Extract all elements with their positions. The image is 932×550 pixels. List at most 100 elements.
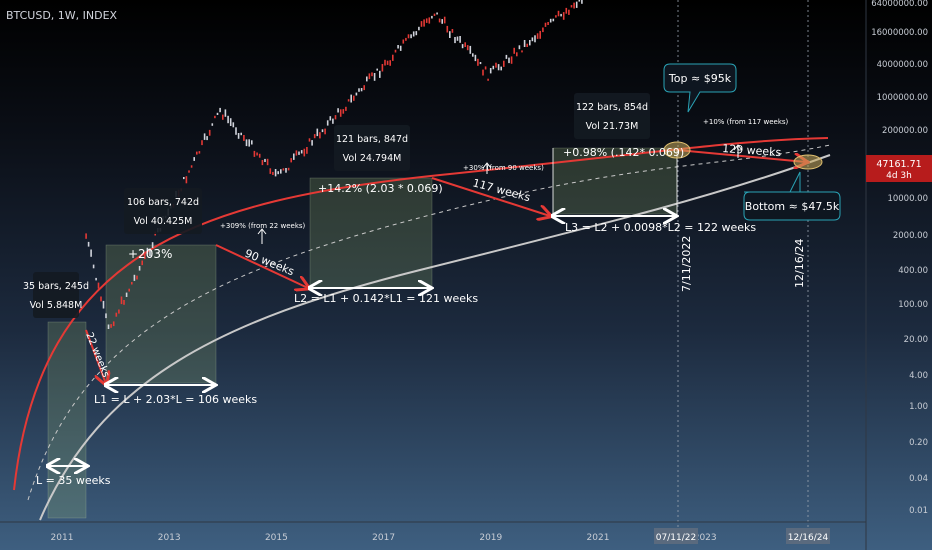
price-candles [85, 0, 583, 329]
callout-top-text: Top ≈ $95k [668, 72, 732, 85]
candle [518, 45, 521, 50]
candle [581, 0, 583, 4]
candle [451, 29, 454, 33]
candle [484, 66, 487, 70]
candle [290, 158, 292, 163]
candle [438, 18, 441, 23]
time-tick-label: 2021 [587, 533, 610, 543]
candle [339, 109, 342, 117]
candle [573, 2, 575, 9]
candle [206, 136, 208, 141]
info-box-3-vol: Vol 24.794M [343, 153, 402, 164]
candle [353, 95, 355, 101]
callout-bottom-text: Bottom ≈ $47.5k [745, 200, 840, 213]
move-arrow-117w [431, 177, 550, 216]
label-l1: L1 = L + 2.03*L = 106 weeks [94, 393, 257, 406]
candle [264, 158, 266, 162]
candle [389, 60, 391, 66]
candle [203, 133, 206, 140]
candle [300, 150, 303, 154]
candle [381, 64, 384, 72]
info-box-4-vol: Vol 21.73M [586, 121, 639, 132]
candle [144, 252, 146, 260]
candle [201, 140, 203, 146]
date-tag-2022: 07/11/22 [656, 533, 696, 543]
candle [280, 169, 282, 174]
info-boxes: 35 bars, 245d Vol 5.848M 106 bars, 742d … [23, 93, 650, 318]
candle [274, 169, 277, 177]
candle [92, 264, 95, 269]
candle [402, 39, 405, 44]
candle [293, 153, 295, 160]
candle [549, 18, 552, 23]
candle [379, 70, 381, 78]
candle [418, 26, 420, 31]
price-tick-label: 10000.00 [887, 194, 928, 204]
candle [355, 92, 358, 96]
price-tick-label: 200000.00 [882, 126, 928, 136]
candle [474, 54, 477, 62]
candle [261, 160, 264, 166]
candle [513, 47, 515, 54]
candle [337, 108, 339, 113]
candle [394, 49, 397, 53]
candle [190, 165, 193, 168]
candle [366, 76, 368, 82]
candle [497, 64, 500, 71]
candle [248, 139, 250, 147]
price-tick-label: 2000.00 [893, 231, 928, 241]
cycle-box-3 [309, 177, 433, 289]
price-tick-label: 0.20 [909, 438, 928, 448]
candle [449, 31, 451, 38]
candle [531, 37, 534, 42]
candle [324, 128, 326, 135]
label-10: +10% (from 117 weeks) [703, 118, 789, 126]
candle [464, 42, 466, 47]
move-arrow-22w [85, 329, 106, 384]
candle [87, 241, 90, 247]
up-arrow-3 [733, 144, 743, 158]
up-arrow-1 [257, 228, 267, 244]
candle [227, 115, 229, 124]
candle [112, 321, 115, 327]
candle [552, 18, 555, 22]
candle [251, 140, 253, 145]
candle [138, 266, 141, 271]
info-box-4-bars: 122 bars, 854d [576, 102, 648, 113]
candle [557, 10, 560, 17]
price-tick-label: 400.00 [898, 266, 928, 276]
time-tick-label: 2019 [479, 533, 502, 543]
candle [196, 151, 198, 155]
candle [146, 247, 149, 255]
time-tick-label: 2011 [51, 533, 74, 543]
callout-top: Top ≈ $95k [663, 63, 737, 113]
candle [575, 1, 578, 8]
candle [446, 25, 449, 33]
bottom-curve [39, 154, 831, 521]
candle [287, 167, 290, 171]
candle [193, 157, 195, 161]
up-arrow-2 [482, 162, 492, 174]
cycle-box-4 [552, 147, 678, 215]
candle [151, 242, 154, 248]
candle [568, 9, 570, 15]
candle [256, 152, 258, 156]
candle [97, 282, 100, 289]
price-axis-bg [866, 0, 932, 530]
candle [326, 120, 329, 126]
candle [183, 177, 185, 180]
candle [131, 282, 133, 285]
candle [245, 139, 248, 147]
candle [125, 292, 128, 297]
candle [384, 59, 386, 66]
candle [433, 13, 436, 16]
candle [211, 123, 214, 126]
candle [258, 153, 261, 158]
candle [371, 72, 373, 77]
candle [266, 158, 269, 166]
candle [243, 135, 245, 141]
candle [410, 34, 412, 39]
candle [547, 22, 549, 25]
move-arrows [85, 149, 806, 384]
candle [105, 313, 107, 319]
